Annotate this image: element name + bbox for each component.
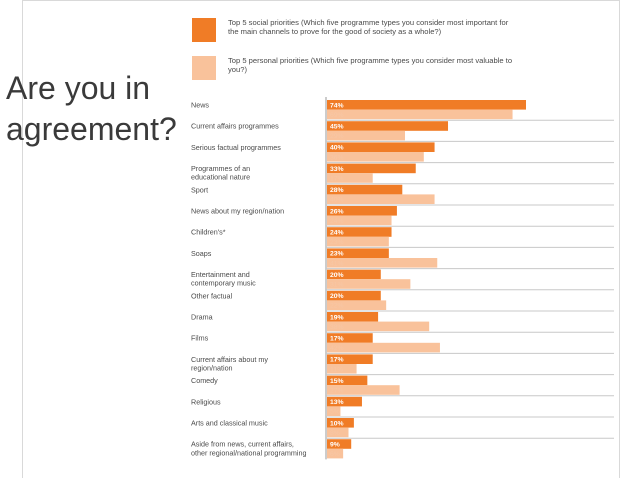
bar-personal	[327, 406, 341, 416]
category-label: Religious	[191, 397, 221, 406]
bar-social	[327, 396, 362, 407]
data-label-social: 74%	[330, 102, 344, 109]
legend-swatch-social	[192, 18, 216, 42]
data-label-personal: 22%	[330, 303, 344, 310]
data-label-social: 20%	[330, 272, 344, 279]
data-label-personal: 8%	[330, 430, 340, 437]
data-label-social: 15%	[330, 378, 344, 385]
data-label-social: 19%	[330, 314, 344, 321]
data-label-personal: 27%	[330, 388, 344, 395]
data-label-personal: 6%	[330, 451, 340, 458]
bar-personal	[327, 300, 387, 310]
data-label-personal: 41%	[330, 260, 344, 267]
bar-personal	[327, 130, 405, 141]
data-label-social: 17%	[330, 336, 344, 343]
data-label-social: 24%	[330, 230, 344, 237]
bar-social	[327, 375, 368, 386]
slide-frame-line-top	[22, 0, 620, 1]
category-label: Arts and classical music	[191, 419, 268, 428]
legend-text-social: Top 5 social priorities (Which five prog…	[228, 18, 509, 36]
bar-social	[327, 184, 403, 195]
bar-social	[327, 354, 373, 364]
bar-personal	[327, 427, 349, 438]
bar-social	[327, 100, 526, 110]
data-label-personal: 36%	[330, 154, 344, 161]
data-label-social: 28%	[330, 187, 344, 194]
data-label-personal: 24%	[330, 218, 344, 225]
bar-personal	[327, 236, 389, 247]
bar-social	[327, 248, 389, 258]
bar-personal	[327, 152, 424, 162]
bar-personal	[327, 321, 430, 332]
bar-social	[327, 439, 352, 449]
category-label: Current affairs about my region/nation	[191, 355, 268, 373]
bar-personal	[327, 364, 357, 374]
data-label-personal: 31%	[330, 282, 344, 289]
data-label-social: 26%	[330, 208, 344, 215]
bar-social	[327, 206, 397, 216]
slide-frame-line-right	[619, 0, 620, 478]
bar-social	[327, 227, 392, 237]
bar-social	[327, 163, 416, 174]
bar-social	[327, 121, 449, 131]
slide-frame-line-left	[22, 0, 23, 478]
data-label-social: 17%	[330, 357, 344, 364]
bar-social	[327, 312, 379, 322]
category-label: Comedy	[191, 376, 218, 385]
data-label-personal: 23%	[330, 239, 344, 246]
data-label-personal: 11%	[330, 366, 343, 373]
category-label: Current affairs programmes	[191, 122, 279, 131]
data-label-personal: 38%	[330, 324, 344, 331]
data-label-social: 23%	[330, 251, 344, 258]
category-label: Aside from news, current affairs, other r…	[191, 440, 306, 458]
slide-title: Are you in agreement?	[6, 70, 177, 147]
bar-social	[327, 418, 354, 428]
category-label: Sport	[191, 185, 208, 194]
data-label-social: 40%	[330, 145, 344, 152]
bar-personal	[327, 385, 400, 395]
bar-personal	[327, 194, 435, 204]
category-label: Serious factual programmes	[191, 143, 281, 152]
bar-social	[327, 269, 381, 280]
data-label-personal: 17%	[330, 176, 344, 183]
category-label: Children's*	[191, 228, 226, 237]
data-label-social: 33%	[330, 166, 344, 173]
bar-personal	[327, 448, 344, 459]
data-label-social: 45%	[330, 124, 344, 131]
data-label-social: 9%	[330, 442, 340, 449]
data-label-social: 13%	[330, 399, 344, 406]
bar-personal	[327, 109, 513, 120]
category-label: Entertainment and contemporary music	[191, 270, 256, 288]
category-label: Programmes of an educational nature	[191, 164, 250, 182]
data-label-personal: 69%	[330, 112, 344, 119]
category-label: Drama	[191, 313, 213, 322]
bar-personal	[327, 279, 411, 289]
category-label: Films	[191, 334, 209, 343]
bar-social	[327, 142, 435, 152]
bar-personal	[327, 342, 440, 353]
legend-text-personal: Top 5 personal priorities (Which five pr…	[228, 56, 513, 74]
category-label: Other factual	[191, 291, 233, 300]
legend-swatch-personal	[192, 56, 216, 80]
data-label-social: 10%	[330, 420, 344, 427]
category-label: News	[191, 101, 209, 110]
category-label: News about my region/nation	[191, 207, 284, 216]
data-label-personal: 5%	[330, 409, 340, 416]
bar-personal	[327, 173, 373, 183]
bar-social	[327, 333, 373, 343]
bar-personal	[327, 258, 438, 268]
data-label-personal: 29%	[330, 133, 344, 140]
data-label-personal: 40%	[330, 197, 344, 204]
data-label-personal: 42%	[330, 345, 344, 352]
bar-personal	[327, 215, 392, 226]
data-label-social: 20%	[330, 293, 344, 300]
category-label: Soaps	[191, 249, 212, 258]
bar-social	[327, 290, 381, 301]
